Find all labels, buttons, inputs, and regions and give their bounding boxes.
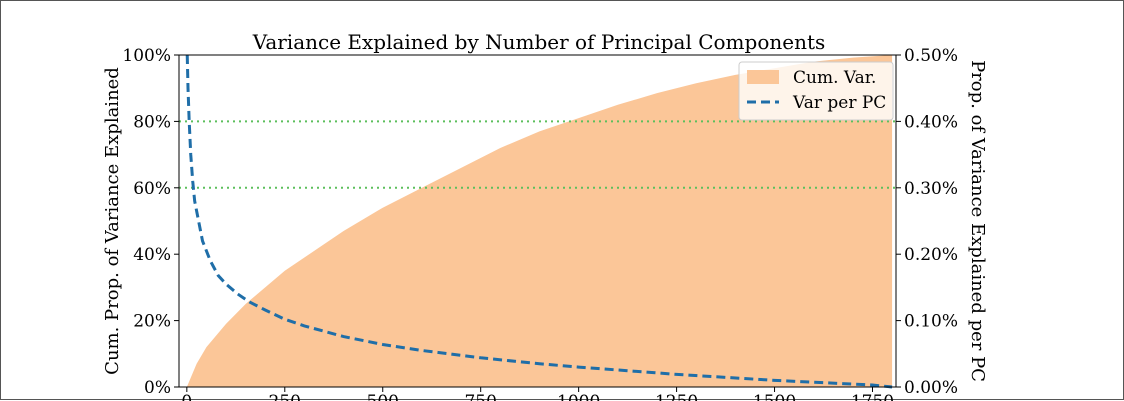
x-tick-label: 1250 <box>655 392 698 401</box>
y2-tick-label: 0.50% <box>904 46 958 66</box>
x-tick-label: 1500 <box>753 392 796 401</box>
cum-var-area <box>186 55 893 387</box>
x-tick-label: 1750 <box>851 392 894 401</box>
y-axis-label: Cum. Prop. of Variance Explained <box>102 67 123 375</box>
x-tick-label: 750 <box>464 392 496 401</box>
y-tick-label: 20% <box>133 312 171 332</box>
y2-axis-label: Prop. of Variance Explained per PC <box>967 60 988 382</box>
legend-swatch-cum-var <box>747 70 779 84</box>
y-tick-label: 60% <box>133 179 171 199</box>
y-tick-label: 40% <box>133 245 171 265</box>
y2-tick-label: 0.20% <box>904 245 958 265</box>
x-tick-label: 0 <box>181 392 192 401</box>
y2-tick-label: 0.00% <box>904 378 958 398</box>
y-tick-label: 100% <box>122 46 171 66</box>
legend: Cum. Var. Var per PC <box>738 61 894 121</box>
x-tick-label: 1000 <box>557 392 600 401</box>
chart-title: Variance Explained by Number of Principa… <box>252 30 826 54</box>
legend-label-var-per-pc: Var per PC <box>792 93 886 113</box>
y2-tick-label: 0.10% <box>904 312 958 332</box>
legend-label-cum-var: Cum. Var. <box>793 68 876 88</box>
y-tick-label: 80% <box>133 112 171 132</box>
y2-tick-label: 0.30% <box>904 179 958 199</box>
y-tick-label: 0% <box>144 378 171 398</box>
x-tick-label: 500 <box>367 392 399 401</box>
y2-tick-label: 0.40% <box>904 112 958 132</box>
var-per-pc-line <box>185 54 893 389</box>
x-tick-label: 250 <box>269 392 301 401</box>
